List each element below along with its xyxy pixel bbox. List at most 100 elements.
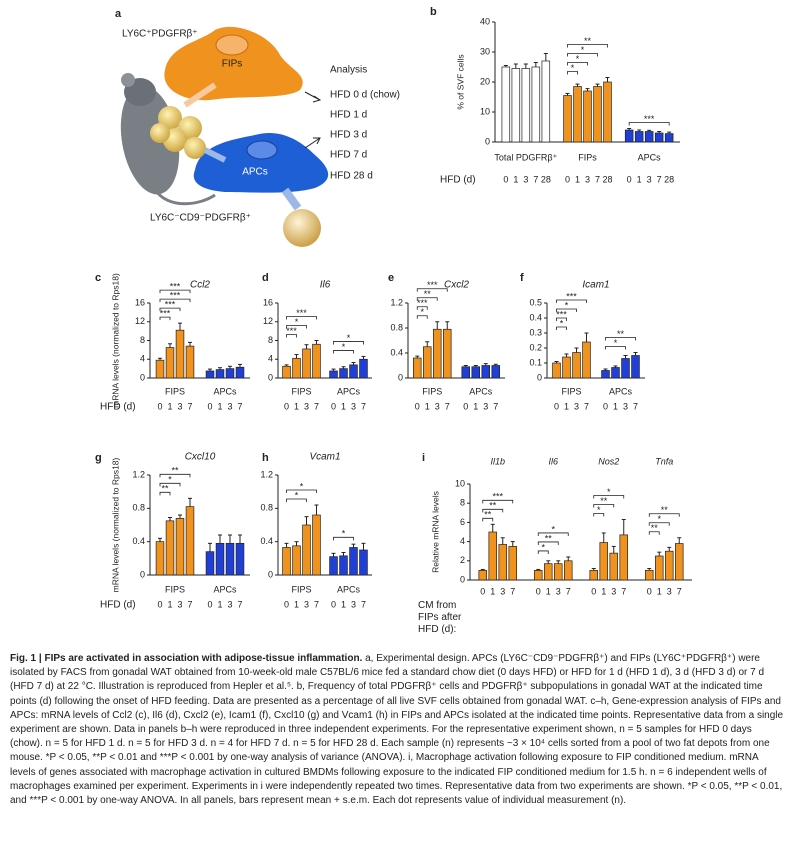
- x-tick-label: 1: [657, 586, 662, 596]
- y-tick-label: 1.2: [132, 469, 145, 479]
- y-tick-label: 0: [485, 136, 490, 146]
- bar: [583, 90, 592, 143]
- x-tick-label: 0: [536, 586, 541, 596]
- significance-label: *: [342, 529, 346, 539]
- significance-bracket: [648, 522, 670, 526]
- y-tick-label: 0: [268, 372, 273, 382]
- bar: [603, 81, 612, 143]
- group-label: FIPS: [291, 386, 311, 396]
- y-tick-label: 0: [140, 569, 145, 579]
- x-tick-label: 3: [611, 586, 616, 596]
- fip-cell: [164, 26, 303, 101]
- x-tick-label: 28: [664, 174, 674, 184]
- significance-bracket: [567, 53, 598, 57]
- y-tick-label: 8: [460, 498, 465, 508]
- significance-bracket: [593, 504, 615, 508]
- panel-letter: a: [115, 8, 122, 20]
- bar: [498, 544, 508, 581]
- x-tick-label: 0: [647, 586, 652, 596]
- significance-bracket: [286, 489, 317, 493]
- panel-letter: e: [388, 272, 394, 284]
- timepoint: HFD 1 d: [330, 110, 367, 121]
- fat-tissue: [150, 106, 206, 159]
- y-tick-label: 0: [268, 569, 273, 579]
- x-tick-label: 7: [361, 401, 366, 411]
- bar: [423, 346, 432, 379]
- y-tick-label: 0: [140, 372, 145, 382]
- x-tick-label: 3: [304, 599, 309, 609]
- bar: [215, 369, 225, 379]
- significance-label: *: [560, 318, 564, 328]
- y-tick-label: 8: [140, 335, 145, 345]
- y-axis-label: % of SVF cells: [455, 54, 465, 109]
- bar: [292, 357, 301, 379]
- bar: [433, 328, 442, 379]
- significance-bracket: [482, 499, 514, 504]
- significance-label: *: [347, 333, 351, 343]
- bar: [511, 68, 521, 143]
- significance-bracket: [648, 513, 680, 517]
- significance-bracket: [159, 491, 171, 496]
- significance-bracket: [556, 299, 587, 303]
- timepoint: HFD 3 d: [330, 130, 367, 141]
- significance-label: **: [584, 36, 592, 46]
- bar: [644, 570, 654, 581]
- bar: [644, 131, 654, 143]
- x-tick-label: 0: [603, 401, 608, 411]
- group-label: FIPS: [165, 584, 185, 594]
- y-axis-label: mRNA levels (normalized to Rps18): [110, 273, 120, 408]
- significance-label: *: [607, 487, 611, 497]
- bar: [282, 547, 291, 576]
- y-tick-label: 0.3: [529, 327, 542, 337]
- group-label: APCs: [337, 584, 361, 594]
- y-tick-label: 0.2: [529, 342, 542, 352]
- y-tick-label: 40: [480, 16, 490, 26]
- group-label: APCs: [609, 386, 633, 396]
- x-axis-label: CM from FIPs after HFD (d):: [418, 600, 462, 635]
- significance-bracket: [286, 325, 307, 329]
- y-tick-label: 4: [460, 536, 465, 546]
- x-tick-label: 0: [415, 401, 420, 411]
- x-tick-label: 3: [647, 174, 652, 184]
- significance-bracket: [556, 317, 567, 321]
- bar: [413, 357, 422, 379]
- x-tick-label: 0: [554, 401, 559, 411]
- significance-bracket: [333, 341, 364, 345]
- x-tick-label: 0: [157, 401, 162, 411]
- x-tick-label: 0: [503, 174, 508, 184]
- significance-bracket: [482, 517, 494, 522]
- significance-bracket: [159, 289, 191, 294]
- x-tick-label: 7: [187, 599, 192, 609]
- x-tick-label: 3: [574, 401, 579, 411]
- significance-bracket: [159, 307, 181, 312]
- x-tick-label: 0: [207, 401, 212, 411]
- x-tick-label: 1: [167, 599, 172, 609]
- apc-label: APCs: [242, 167, 268, 178]
- x-tick-label: 1: [473, 401, 478, 411]
- x-tick-label: 1: [341, 401, 346, 411]
- x-tick-label: 1: [575, 174, 580, 184]
- fip-marker: LY6C⁺PDGFRβ⁺: [122, 29, 198, 40]
- x-tick-label: 0: [480, 586, 485, 596]
- x-tick-label: 7: [361, 599, 366, 609]
- bar: [533, 570, 543, 581]
- x-tick-label: 7: [187, 401, 192, 411]
- x-tick-label: 7: [566, 586, 571, 596]
- x-axis-label: HFD (d): [100, 402, 136, 413]
- x-tick-label: 1: [613, 401, 618, 411]
- y-tick-label: 0: [460, 574, 465, 584]
- significance-bracket: [333, 536, 354, 541]
- bar: [654, 132, 664, 143]
- significance-bracket: [416, 297, 438, 301]
- significance-label: *: [300, 481, 304, 491]
- y-tick-label: 1.2: [390, 297, 403, 307]
- significance-bracket: [416, 306, 428, 310]
- bar: [619, 534, 628, 581]
- significance-bracket: [416, 288, 448, 292]
- y-tick-label: 0: [537, 372, 542, 382]
- x-tick-label: 28: [602, 174, 612, 184]
- bar: [205, 551, 215, 576]
- chart-title: Icam1: [582, 280, 609, 291]
- x-tick-label: 3: [177, 599, 182, 609]
- x-tick-label: 3: [623, 401, 628, 411]
